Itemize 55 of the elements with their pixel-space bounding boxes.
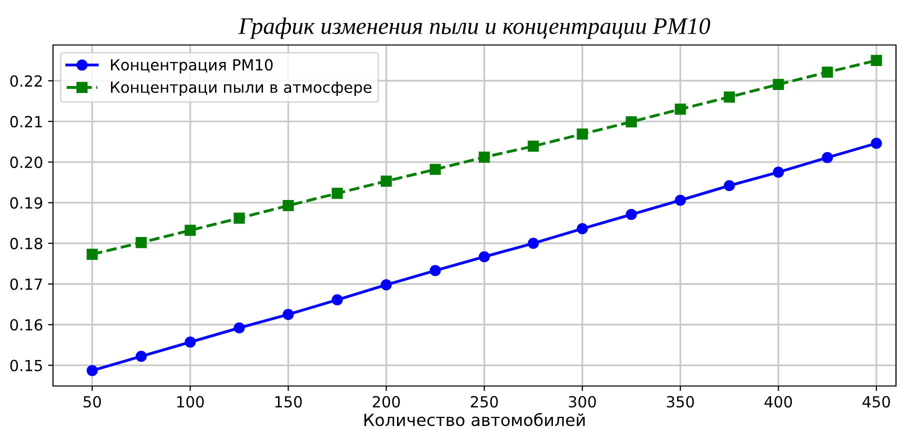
point [282,200,294,212]
point [576,223,588,234]
point [478,152,490,163]
point [234,322,245,334]
legend-label: Концентрация PM10 [111,59,273,74]
x-tick-label: 50 [84,396,101,408]
point [282,308,294,320]
point [724,91,735,103]
x-tick-label: 100 [177,396,204,408]
chart-title: График изменения пыли и концентрации PM10 [238,18,710,39]
y-tick-label: 0.22 [10,75,42,87]
legend-label: Концентраци пыли в атмосфере [111,82,372,96]
x-tick-label: 150 [275,396,302,408]
point [870,54,882,66]
point [626,208,637,220]
point [576,128,588,140]
point [870,138,882,149]
point [136,236,147,248]
point [822,66,833,78]
y-tick-label: 0.15 [10,360,42,372]
y-tick-label: 0.17 [10,278,42,290]
y-tick-label: 0.19 [10,197,42,209]
point [674,104,686,115]
point [184,224,196,236]
point [724,180,735,192]
point [380,279,392,290]
y-tick-label: 0.18 [10,238,42,250]
point [136,350,147,362]
point [478,251,490,262]
point [332,188,343,199]
x-tick-label: 400 [764,396,792,408]
point [772,78,784,90]
x-axis-title: Количество автомобилей [364,413,585,426]
point [674,194,686,206]
x-tick-label: 450 [862,396,890,408]
y-tick-label: 0.16 [10,319,42,331]
point [430,164,441,175]
point [332,294,343,306]
point [184,336,196,348]
point [528,238,539,249]
point [528,140,539,152]
x-tick-label: 250 [470,396,498,408]
point [86,365,98,376]
point [430,265,441,276]
x-tick-label: 300 [568,396,596,408]
x-tick-label: 200 [372,396,400,408]
point [234,212,245,224]
y-tick-label: 0.20 [10,156,42,168]
point [86,248,98,260]
point [626,116,637,128]
point [380,176,392,187]
point [822,152,833,164]
point [772,166,784,178]
y-tick-label: 0.21 [10,116,42,128]
x-tick-label: 350 [666,396,694,408]
